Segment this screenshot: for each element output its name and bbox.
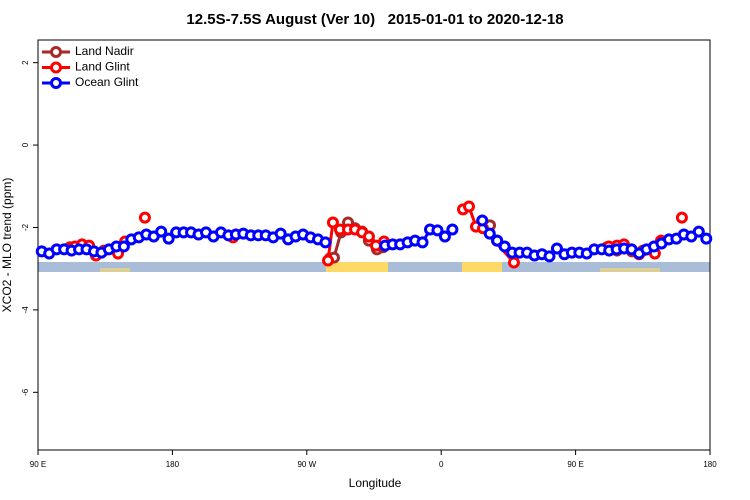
point <box>446 223 459 236</box>
point <box>543 250 556 263</box>
land-strip <box>462 262 502 272</box>
point <box>675 211 688 224</box>
point <box>507 256 520 269</box>
point <box>431 224 444 237</box>
y-tick-label: -6 <box>21 388 30 396</box>
x-tick-label: 0 <box>439 460 444 469</box>
point <box>498 240 511 253</box>
point <box>162 232 175 245</box>
legend-marker <box>50 77 62 89</box>
point <box>326 216 339 229</box>
legend-marker <box>50 61 62 74</box>
legend-entry: Land Glint <box>42 60 130 74</box>
point <box>483 227 496 240</box>
land-strip <box>600 268 660 272</box>
point <box>416 236 429 249</box>
point <box>155 225 168 238</box>
legend-label: Ocean Glint <box>75 75 139 89</box>
y-axis-label: XCO2 - MLO trend (ppm) <box>0 178 14 313</box>
point <box>274 227 287 240</box>
legend-entry: Land Nadir <box>42 44 134 58</box>
x-tick-label: 90 E <box>567 460 583 469</box>
point <box>462 200 475 213</box>
point <box>138 211 151 224</box>
chart-title: 12.5S-7.5S August (Ver 10) 2015-01-01 to… <box>186 11 563 28</box>
land-sea-strip <box>38 262 710 272</box>
point <box>362 230 375 243</box>
y-tick-label: -2 <box>21 223 30 231</box>
legend-label: Land Glint <box>75 60 130 74</box>
point <box>692 225 705 238</box>
point <box>700 232 713 245</box>
x-tick-label: 180 <box>703 460 717 469</box>
point <box>117 240 130 253</box>
point <box>319 236 332 249</box>
y-tick-label: 0 <box>21 142 30 147</box>
y-tick-label: -4 <box>21 306 30 314</box>
legend-marker <box>50 46 62 58</box>
legend-entry: Ocean Glint <box>42 75 139 89</box>
x-axis-label: Longitude <box>349 476 402 490</box>
point <box>491 234 504 247</box>
x-tick-label: 90 E <box>30 460 46 469</box>
land-strip <box>326 262 388 272</box>
point <box>550 242 563 255</box>
plot-frame <box>37 39 711 451</box>
y-tick-label: 2 <box>21 60 30 65</box>
point <box>476 214 489 227</box>
x-tick-label: 180 <box>166 460 180 469</box>
x-tick-label: 90 W <box>297 460 316 469</box>
legend-label: Land Nadir <box>75 44 134 58</box>
land-strip <box>100 268 130 272</box>
point <box>322 254 335 267</box>
point <box>438 230 451 243</box>
